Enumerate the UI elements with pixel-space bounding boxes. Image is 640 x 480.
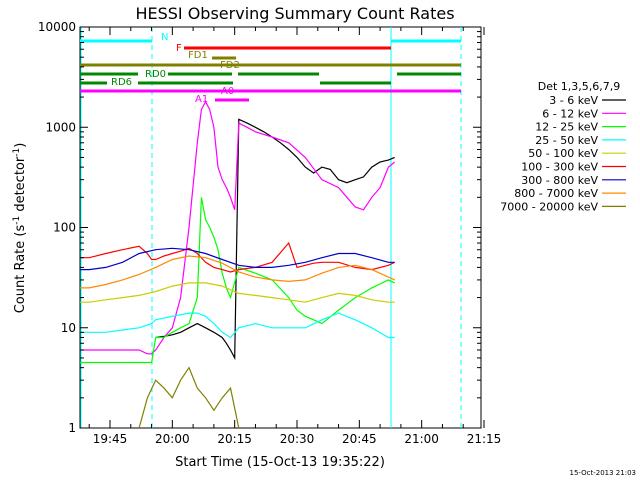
x-tick-label-6: 21:15 (467, 432, 502, 446)
series-line-8 (138, 366, 240, 429)
legend-label-8: 7000 - 20000 keV (500, 200, 598, 213)
series-line-2 (80, 197, 395, 364)
legend-label-1: 6 - 12 keV (542, 107, 598, 120)
legend-label-2: 12 - 25 keV (535, 121, 598, 134)
x-tick-label-2: 20:15 (217, 432, 252, 446)
y-tick-label-4: 10000 (38, 20, 76, 34)
flag-label-n: N (161, 32, 168, 43)
legend-title: Det 1,3,5,6,7,9 (538, 80, 621, 93)
series-line-6 (80, 247, 395, 271)
y-tick-label-3: 1000 (45, 120, 76, 134)
legend-label-7: 800 - 7000 keV (514, 187, 598, 200)
flag-label-fd1: FD1 (188, 50, 208, 61)
series-group (80, 100, 396, 429)
flag-label-fd2: FD2 (220, 60, 240, 71)
x-tick-label-5: 21:00 (404, 432, 439, 446)
y-tick-label-0: 1 (68, 421, 76, 435)
series-line-3 (80, 312, 395, 339)
plot-frame (79, 26, 482, 429)
cyan-boundaries (80, 27, 462, 428)
series-line-0 (155, 118, 395, 361)
legend-label-0: 3 - 6 keV (549, 94, 598, 107)
flag-label-a0: A0 (221, 86, 234, 97)
x-tick-label-3: 20:30 (280, 432, 315, 446)
legend-label-4: 50 - 100 keV (528, 147, 598, 160)
flag-label-f: F (176, 43, 182, 54)
chart-title: HESSI Observing Summary Count Rates (135, 4, 454, 23)
y-axis-label: Count Rate (s-1 detector-1) (12, 143, 28, 314)
x-tick-label-4: 20:45 (342, 432, 377, 446)
series-line-7 (80, 255, 395, 289)
legend-label-5: 100 - 300 keV (521, 161, 598, 174)
x-tick-label-0: 19:45 (93, 432, 128, 446)
series-line-4 (80, 282, 395, 303)
flag-label-rd6: RD6 (111, 77, 132, 88)
x-axis-label: Start Time (15-Oct-13 19:35:22) (175, 455, 385, 470)
legend-label-3: 25 - 50 keV (535, 134, 598, 147)
flag-bars: NF FD1 FD2 RD0 RD6 A1 A0 (80, 32, 461, 105)
y-tick-label-1: 10 (61, 321, 76, 335)
flag-label-rd0: RD0 (145, 69, 166, 80)
series-line-1 (80, 100, 396, 355)
legend-label-6: 300 - 800 keV (521, 174, 598, 187)
x-axis: 19:45 20:00 20:15 20:30 20:45 21:00 21:15 (88, 27, 502, 446)
x-tick-label-1: 20:00 (155, 432, 190, 446)
y-axis: 1 10 100 1000 10000 (38, 20, 481, 435)
y-tick-label-2: 100 (53, 221, 76, 235)
timestamp: 15-Oct-2013 21:03 (570, 469, 636, 477)
flag-label-a1: A1 (195, 94, 208, 105)
series-line-5 (80, 241, 395, 273)
